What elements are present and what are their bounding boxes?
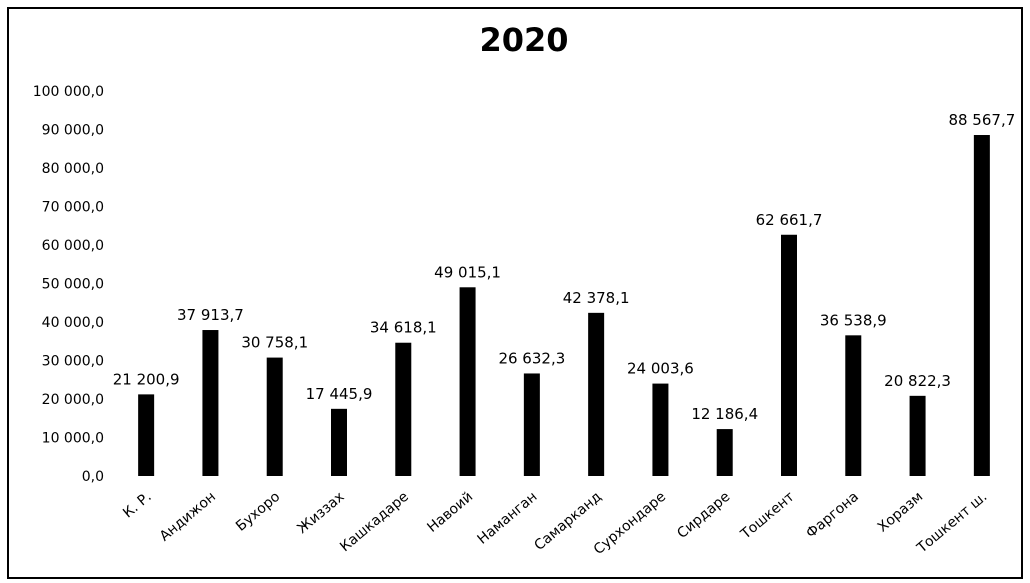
- x-tick-label: Фаргона: [803, 489, 862, 542]
- x-tick-label: Сирдаре: [674, 489, 733, 542]
- data-label: 20 822,3: [884, 372, 951, 390]
- y-tick-label: 20 000,0: [42, 392, 104, 408]
- data-label: 12 186,4: [691, 405, 758, 423]
- chart-title: 2020: [479, 21, 568, 59]
- bar-chart: 2020 0,0 10 000,0 20 000,0 30 000,0 40 000,0…: [33, 21, 1016, 558]
- y-tick-label: 70 000,0: [42, 200, 104, 216]
- y-tick-label: 80 000,0: [42, 161, 104, 177]
- y-tick-label: 90 000,0: [42, 123, 104, 139]
- x-tick-label: Навоий: [424, 489, 476, 536]
- data-label: 37 913,7: [177, 306, 244, 324]
- bar: [716, 429, 733, 476]
- data-label: 42 378,1: [563, 289, 630, 307]
- data-labels: 21 200,9 37 913,7 30 758,1 17 445,9 34 618,1…: [113, 111, 1016, 423]
- bar: [523, 373, 540, 476]
- x-tick-label: Наманган: [475, 489, 541, 548]
- bar: [588, 312, 605, 476]
- data-label: 30 758,1: [241, 334, 308, 352]
- y-tick-label: 50 000,0: [42, 277, 104, 293]
- x-tick-label: Хоразм: [875, 489, 926, 536]
- y-tick-label: 60 000,0: [42, 238, 104, 254]
- data-label: 62 661,7: [756, 211, 823, 229]
- data-label: 88 567,7: [948, 111, 1015, 129]
- data-label: 49 015,1: [434, 263, 501, 281]
- data-label: 21 200,9: [113, 370, 180, 388]
- bar: [459, 287, 476, 476]
- bar: [202, 330, 219, 476]
- data-label: 34 618,1: [370, 319, 437, 337]
- bar: [781, 234, 797, 476]
- x-tick-label: Тошкент: [737, 489, 797, 543]
- bar: [395, 342, 412, 476]
- y-tick-label: 30 000,0: [42, 354, 104, 370]
- data-label: 36 538,9: [820, 311, 887, 329]
- x-tick-label: К. Р.: [120, 489, 155, 522]
- data-label: 24 003,6: [627, 360, 694, 378]
- x-tick-label: Кашкадаре: [337, 489, 412, 555]
- y-tick-label: 0,0: [82, 469, 104, 485]
- bar: [973, 135, 990, 477]
- bar: [845, 335, 862, 476]
- data-label: 26 632,3: [498, 349, 565, 367]
- x-tick-label: Тошкент ш.: [913, 489, 990, 557]
- bar: [138, 394, 155, 476]
- chart-frame: 2020 0,0 10 000,0 20 000,0 30 000,0 40 000,0…: [7, 7, 1023, 579]
- bar: [652, 383, 669, 476]
- x-tick-label: Бухоро: [233, 489, 283, 535]
- y-tick-label: 40 000,0: [42, 315, 104, 331]
- y-axis: 0,0 10 000,0 20 000,0 30 000,0 40 000,0 50 00…: [33, 84, 104, 485]
- y-tick-label: 100 000,0: [33, 84, 104, 100]
- x-tick-label: Жиззах: [294, 489, 347, 537]
- bar: [266, 357, 283, 476]
- x-tick-label: Андижон: [157, 489, 219, 545]
- bar: [909, 395, 926, 476]
- bars: [138, 135, 990, 477]
- y-tick-label: 10 000,0: [42, 431, 104, 447]
- bar: [331, 408, 347, 476]
- data-label: 17 445,9: [306, 385, 373, 403]
